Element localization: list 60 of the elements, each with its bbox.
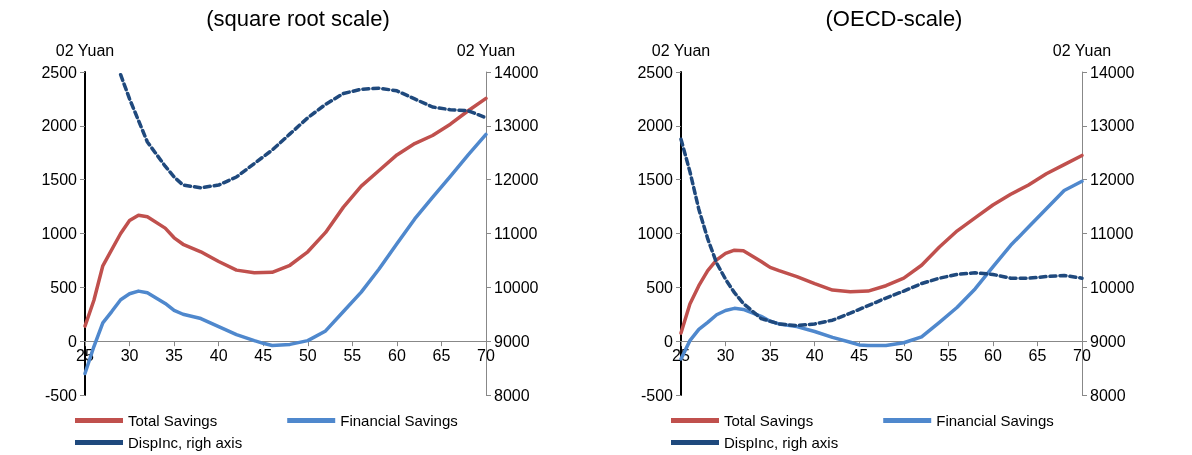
y2-tick-label: 9000 — [494, 332, 530, 350]
y2-axis-title: 02 Yuan — [1052, 41, 1112, 59]
x-tick-label: 70 — [1073, 346, 1091, 364]
y2-tick-label: 12000 — [1090, 171, 1135, 189]
legend-label: Financial Savings — [936, 412, 1054, 429]
x-tick-label: 50 — [894, 346, 913, 364]
y-tick-label: 1000 — [41, 225, 78, 242]
y2-tick-label: 13000 — [494, 117, 539, 135]
x-tick-label: 45 — [254, 346, 273, 364]
y-tick-label: 2000 — [637, 117, 674, 135]
y2-tick-label: 11000 — [1090, 225, 1134, 242]
x-tick-label: 65 — [432, 346, 451, 364]
x-tick-label: 65 — [1028, 346, 1047, 364]
y2-tick-label: 10000 — [494, 278, 539, 296]
x-tick-label: 35 — [761, 346, 780, 364]
y-tick-label: 2000 — [41, 117, 78, 135]
y-tick-label: 1000 — [637, 225, 674, 242]
x-tick-label: 30 — [716, 346, 735, 364]
y2-tick-label: 14000 — [1090, 63, 1135, 81]
legend-label: DispInc, righ axis — [724, 434, 839, 451]
y-tick-label: 0 — [68, 332, 78, 350]
x-tick-label: 55 — [939, 346, 958, 364]
y2-tick-label: 8000 — [1090, 386, 1126, 404]
y2-tick-label: 9000 — [1090, 332, 1126, 350]
y2-tick-label: 10000 — [1090, 278, 1135, 296]
y-axis-title: 02 Yuan — [55, 41, 115, 59]
line-series — [83, 96, 488, 328]
y-tick-label: 2500 — [637, 63, 674, 81]
legend-label: Financial Savings — [340, 412, 458, 429]
y-tick-label: -500 — [640, 386, 674, 404]
y-tick-label: 2500 — [41, 63, 78, 81]
chart-title: (square root scale) — [206, 5, 390, 31]
y-tick-label: 1500 — [41, 171, 78, 189]
x-tick-label: 40 — [805, 346, 824, 364]
x-tick-label: 35 — [165, 346, 184, 364]
x-tick-label: 30 — [120, 346, 139, 364]
y2-tick-label: 8000 — [494, 386, 530, 404]
legend-label: Total Savings — [128, 412, 218, 429]
y-tick-label: 500 — [50, 278, 78, 296]
y2-tick-label: 12000 — [494, 171, 539, 189]
y2-axis-title: 02 Yuan — [456, 41, 516, 59]
x-tick-label: 45 — [850, 346, 869, 364]
y-tick-label: 500 — [646, 278, 674, 296]
legend-label: Total Savings — [724, 412, 814, 429]
x-tick-label: 60 — [983, 346, 1002, 364]
x-tick-label: 50 — [298, 346, 317, 364]
y-tick-label: -500 — [44, 386, 78, 404]
chart-title: (OECD-scale) — [825, 5, 963, 31]
y2-tick-label: 13000 — [1090, 117, 1135, 135]
y2-tick-label: 11000 — [494, 225, 538, 242]
x-tick-label: 70 — [477, 346, 495, 364]
y-axis-title: 02 Yuan — [651, 41, 711, 59]
y-tick-label: 1500 — [637, 171, 674, 189]
x-tick-label: 40 — [209, 346, 228, 364]
x-tick-label: 55 — [343, 346, 362, 364]
y2-tick-label: 14000 — [494, 63, 539, 81]
x-tick-label: 60 — [387, 346, 406, 364]
y-tick-label: 0 — [664, 332, 674, 350]
line-series — [118, 72, 488, 190]
legend-label: DispInc, righ axis — [128, 434, 243, 451]
